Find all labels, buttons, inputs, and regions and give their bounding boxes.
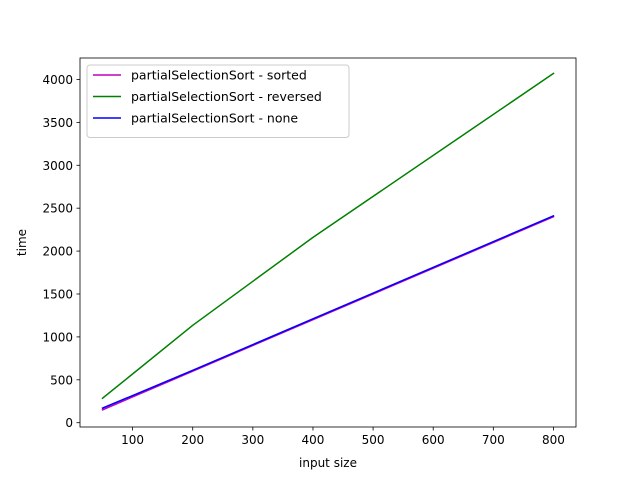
y-tick-label: 2500 [42, 202, 73, 216]
y-tick-label: 1000 [42, 330, 73, 344]
y-tick-label: 500 [50, 373, 73, 387]
series-line-2 [101, 214, 555, 410]
legend: partialSelectionSort - sorted partialSele… [86, 64, 350, 138]
y-tick-label: 2000 [42, 245, 73, 259]
axes: 100 200 300 400 500 600 700 800 0 500 1000 1500 2000… [42, 57, 577, 447]
legend-label: partialSelectionSort - none [131, 111, 298, 126]
y-tick-label: 0 [65, 416, 73, 430]
series-line-0 [101, 215, 555, 411]
x-tick-label: 300 [241, 433, 264, 447]
x-tick-label: 700 [482, 433, 505, 447]
x-tick-label: 100 [121, 433, 144, 447]
y-tick-label: 3500 [42, 116, 73, 130]
x-tick-label: 600 [422, 433, 445, 447]
x-tick-label: 800 [542, 433, 565, 447]
x-axis-title: input size [299, 456, 357, 470]
x-tick-label: 400 [302, 433, 325, 447]
legend-label: partialSelectionSort - sorted [131, 68, 307, 83]
axes-frame [79, 57, 577, 428]
y-tick-label: 4000 [42, 73, 73, 87]
y-axis-title: time [15, 229, 29, 256]
series-line-1 [101, 72, 555, 400]
y-tick-label: 3000 [42, 159, 73, 173]
x-tick-label: 200 [181, 433, 204, 447]
x-tick-label: 500 [362, 433, 385, 447]
y-tick-label: 1500 [42, 287, 73, 301]
legend-label: partialSelectionSort - reversed [131, 89, 322, 104]
legend-box [86, 64, 350, 138]
plot-area [101, 72, 555, 411]
